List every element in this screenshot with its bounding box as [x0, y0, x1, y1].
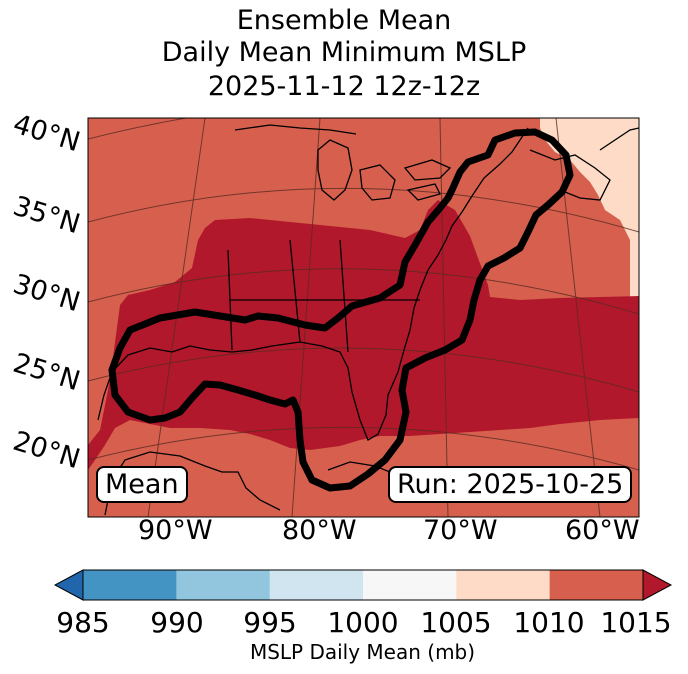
- colorbar-tick-1015: 1015: [600, 606, 672, 639]
- colorbar-bin-995-1000: [269, 570, 364, 600]
- lon-label-60w: 60°W: [565, 515, 640, 546]
- mean-panel-label: Mean: [96, 466, 188, 503]
- colorbar-bin-985-990: [83, 570, 177, 600]
- colorbar-tick-1005: 1005: [420, 606, 492, 639]
- colorbar-bin-990-995: [176, 570, 271, 600]
- colorbar-frame: [82, 569, 644, 601]
- colorbar-tick-990: 990: [150, 606, 204, 639]
- lon-label-90w: 90°W: [138, 515, 213, 546]
- colorbar-tick-1010: 1010: [513, 606, 585, 639]
- field-above-1015: [88, 200, 639, 470]
- colorbar: [53, 569, 673, 601]
- map-border: [87, 117, 640, 518]
- colorbar-bin-1010-1015: [549, 570, 644, 600]
- colorbar-tick-985: 985: [56, 606, 110, 639]
- outline-contour: [108, 128, 574, 492]
- colorbar-label: MSLP Daily Mean (mb): [249, 640, 476, 664]
- colorbar-extend-high: [642, 569, 673, 601]
- title-line-2: Daily Mean Minimum MSLP: [161, 37, 527, 68]
- lon-label-80w: 80°W: [282, 515, 357, 546]
- title-line-3: 2025-11-12 12z-12z: [207, 71, 481, 102]
- colorbar-tick-1000: 1000: [327, 606, 399, 639]
- colorbar-bin-1000-1005: [363, 570, 457, 600]
- colorbar-extend-low: [53, 569, 84, 601]
- lon-label-70w: 70°W: [423, 515, 498, 546]
- title-line-1: Ensemble Mean: [236, 5, 452, 36]
- colorbar-bin-1005-1010: [456, 570, 551, 600]
- run-date-label: Run: 2025-10-25: [388, 466, 633, 503]
- field-1005-1010: [540, 118, 639, 300]
- colorbar-tick-995: 995: [243, 606, 297, 639]
- map-area: [88, 118, 639, 517]
